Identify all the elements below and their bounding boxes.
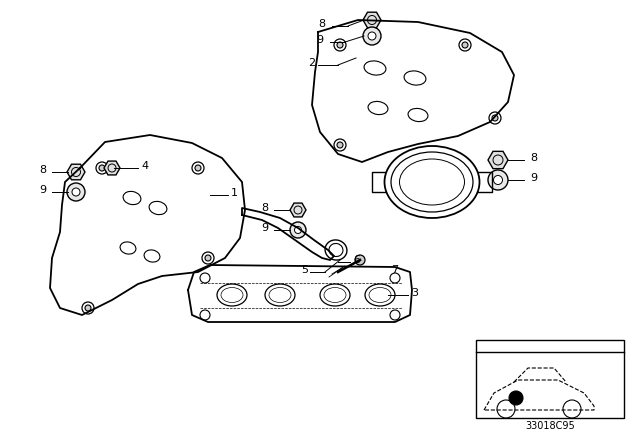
Circle shape <box>195 165 201 171</box>
Circle shape <box>509 391 523 405</box>
Text: 9: 9 <box>530 173 537 183</box>
Text: 33018C95: 33018C95 <box>525 421 575 431</box>
Text: 8: 8 <box>39 165 46 175</box>
Text: 8: 8 <box>530 153 537 163</box>
Circle shape <box>337 142 343 148</box>
Circle shape <box>205 255 211 261</box>
Text: 3: 3 <box>412 288 419 298</box>
Circle shape <box>462 42 468 48</box>
FancyBboxPatch shape <box>476 340 624 418</box>
Circle shape <box>337 42 343 48</box>
Circle shape <box>72 188 80 196</box>
Circle shape <box>294 227 301 233</box>
Text: 7: 7 <box>392 265 399 275</box>
Circle shape <box>368 32 376 40</box>
Text: 5: 5 <box>301 265 308 275</box>
Text: 9: 9 <box>261 223 268 233</box>
Text: 1: 1 <box>230 188 237 198</box>
Text: 9: 9 <box>316 35 323 45</box>
Text: 8: 8 <box>318 19 325 29</box>
Circle shape <box>99 165 105 171</box>
Circle shape <box>493 176 502 185</box>
Text: 9: 9 <box>39 185 46 195</box>
Text: 4: 4 <box>141 161 148 171</box>
Circle shape <box>290 222 306 238</box>
Text: 8: 8 <box>261 203 268 213</box>
Circle shape <box>492 115 498 121</box>
Text: 6: 6 <box>353 255 360 265</box>
Circle shape <box>355 255 365 265</box>
Circle shape <box>67 183 85 201</box>
Circle shape <box>488 170 508 190</box>
Circle shape <box>363 27 381 45</box>
Circle shape <box>85 305 91 311</box>
Text: 2: 2 <box>308 58 316 68</box>
